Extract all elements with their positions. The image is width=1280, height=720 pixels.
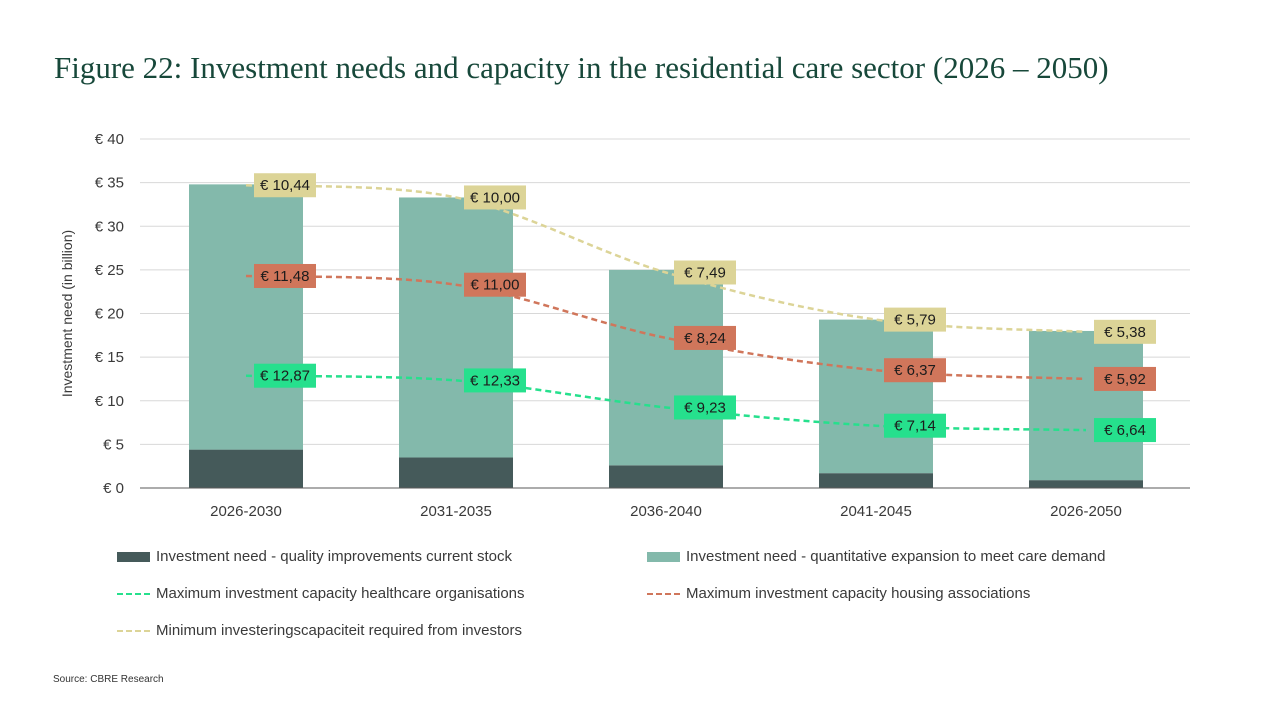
data-label-healthcare: € 9,23	[684, 399, 726, 416]
source-note: Source: CBRE Research	[53, 674, 164, 685]
data-label-housing: € 6,37	[894, 362, 936, 379]
y-tick-label: € 15	[95, 349, 124, 366]
label-box-investors	[1094, 319, 1156, 344]
bar-quality	[609, 465, 723, 488]
x-tick-label: 2026-2030	[210, 503, 282, 520]
label-box-housing	[674, 325, 736, 350]
x-tick-label: 2031-2035	[420, 503, 492, 520]
legend-swatch-quality	[117, 551, 150, 562]
line-housing	[245, 274, 1087, 381]
data-label-investors: € 7,49	[684, 264, 726, 281]
bar-expansion	[399, 197, 513, 458]
line-healthcare	[245, 374, 1087, 432]
legend-label-expansion: Investment need - quantitative expansion…	[686, 548, 1106, 565]
label-box-housing	[464, 272, 526, 297]
label-box-investors	[674, 260, 736, 285]
y-tick-label: € 35	[95, 175, 124, 192]
bar-expansion	[1029, 330, 1143, 481]
data-label-housing: € 5,92	[1104, 371, 1146, 388]
legend-label-quality: Investment need - quality improvements c…	[156, 548, 512, 565]
data-label-investors: € 10,00	[470, 189, 520, 206]
y-tick-label: € 30	[95, 218, 124, 235]
bar-quality	[399, 457, 513, 488]
legend-swatch-healthcare	[117, 592, 150, 595]
data-label-investors: € 5,38	[1104, 324, 1146, 341]
legend-swatch-investors	[117, 629, 150, 632]
data-label-investors: € 5,79	[894, 312, 936, 329]
label-box-healthcare	[1094, 418, 1156, 443]
y-axis-title: Investment need (in billion)	[59, 230, 75, 397]
y-tick-label: € 40	[95, 131, 124, 148]
y-tick-label: € 5	[103, 436, 124, 453]
legend-swatch-housing	[647, 592, 680, 595]
x-tick-label: 2036-2040	[630, 503, 702, 520]
data-label-housing: € 11,48	[261, 268, 310, 285]
label-box-investors	[464, 185, 526, 210]
label-box-housing	[254, 263, 316, 288]
legend-item-expansion: Investment need - quantitative expansion…	[647, 548, 1105, 565]
legend-item-healthcare: Maximum investment capacity healthcare o…	[117, 585, 525, 602]
y-tick-label: € 20	[95, 306, 124, 323]
chart-title: Figure 22: Investment needs and capacity…	[54, 50, 1109, 85]
bar-expansion	[819, 319, 933, 474]
legend-label-housing: Maximum investment capacity housing asso…	[686, 585, 1031, 602]
data-label-healthcare: € 7,14	[894, 418, 936, 435]
y-tick-label: € 0	[103, 480, 124, 497]
line-investors	[245, 183, 1087, 334]
y-tick-label: € 25	[95, 262, 124, 279]
label-box-investors	[884, 307, 946, 332]
label-box-investors	[254, 173, 316, 198]
legend-item-housing: Maximum investment capacity housing asso…	[647, 585, 1030, 602]
legend-item-investors: Minimum investeringscapaciteit required …	[117, 622, 522, 639]
legend: Investment need - quality improvements c…	[117, 540, 1217, 650]
data-label-healthcare: € 12,33	[470, 372, 520, 389]
x-tick-label: 2041-2045	[840, 503, 912, 520]
data-label-housing: € 8,24	[684, 330, 726, 347]
bar-expansion	[189, 184, 303, 450]
data-label-housing: € 11,00	[471, 277, 520, 294]
bar-quality	[819, 473, 933, 488]
label-box-housing	[884, 358, 946, 383]
bar-expansion	[609, 269, 723, 466]
y-tick-label: € 10	[95, 393, 124, 410]
label-box-housing	[1094, 366, 1156, 391]
x-tick-label: 2026-2050	[1050, 503, 1122, 520]
data-label-investors: € 10,44	[260, 177, 310, 194]
label-box-healthcare	[464, 368, 526, 393]
data-label-healthcare: € 12,87	[260, 368, 310, 385]
data-label-healthcare: € 6,64	[1104, 422, 1146, 439]
bar-quality	[1029, 480, 1143, 488]
legend-label-investors: Minimum investeringscapaciteit required …	[156, 622, 522, 639]
label-box-healthcare	[884, 413, 946, 438]
data-labels: € 12,87 € 12,33 € 9,23 € 7,14 € 6,64 € 11,48 €…	[254, 173, 1156, 443]
bars	[189, 184, 1143, 488]
label-box-healthcare	[674, 395, 736, 420]
lines	[245, 183, 1087, 432]
legend-swatch-expansion	[647, 551, 680, 562]
label-box-healthcare	[254, 363, 316, 388]
legend-item-quality: Investment need - quality improvements c…	[117, 548, 512, 565]
bar-quality	[189, 449, 303, 488]
axes: € 0 € 5 € 10 € 15 € 20 € 25 € 30 € 35 € 40 Invest…	[59, 131, 1190, 520]
legend-label-healthcare: Maximum investment capacity healthcare o…	[156, 585, 525, 602]
